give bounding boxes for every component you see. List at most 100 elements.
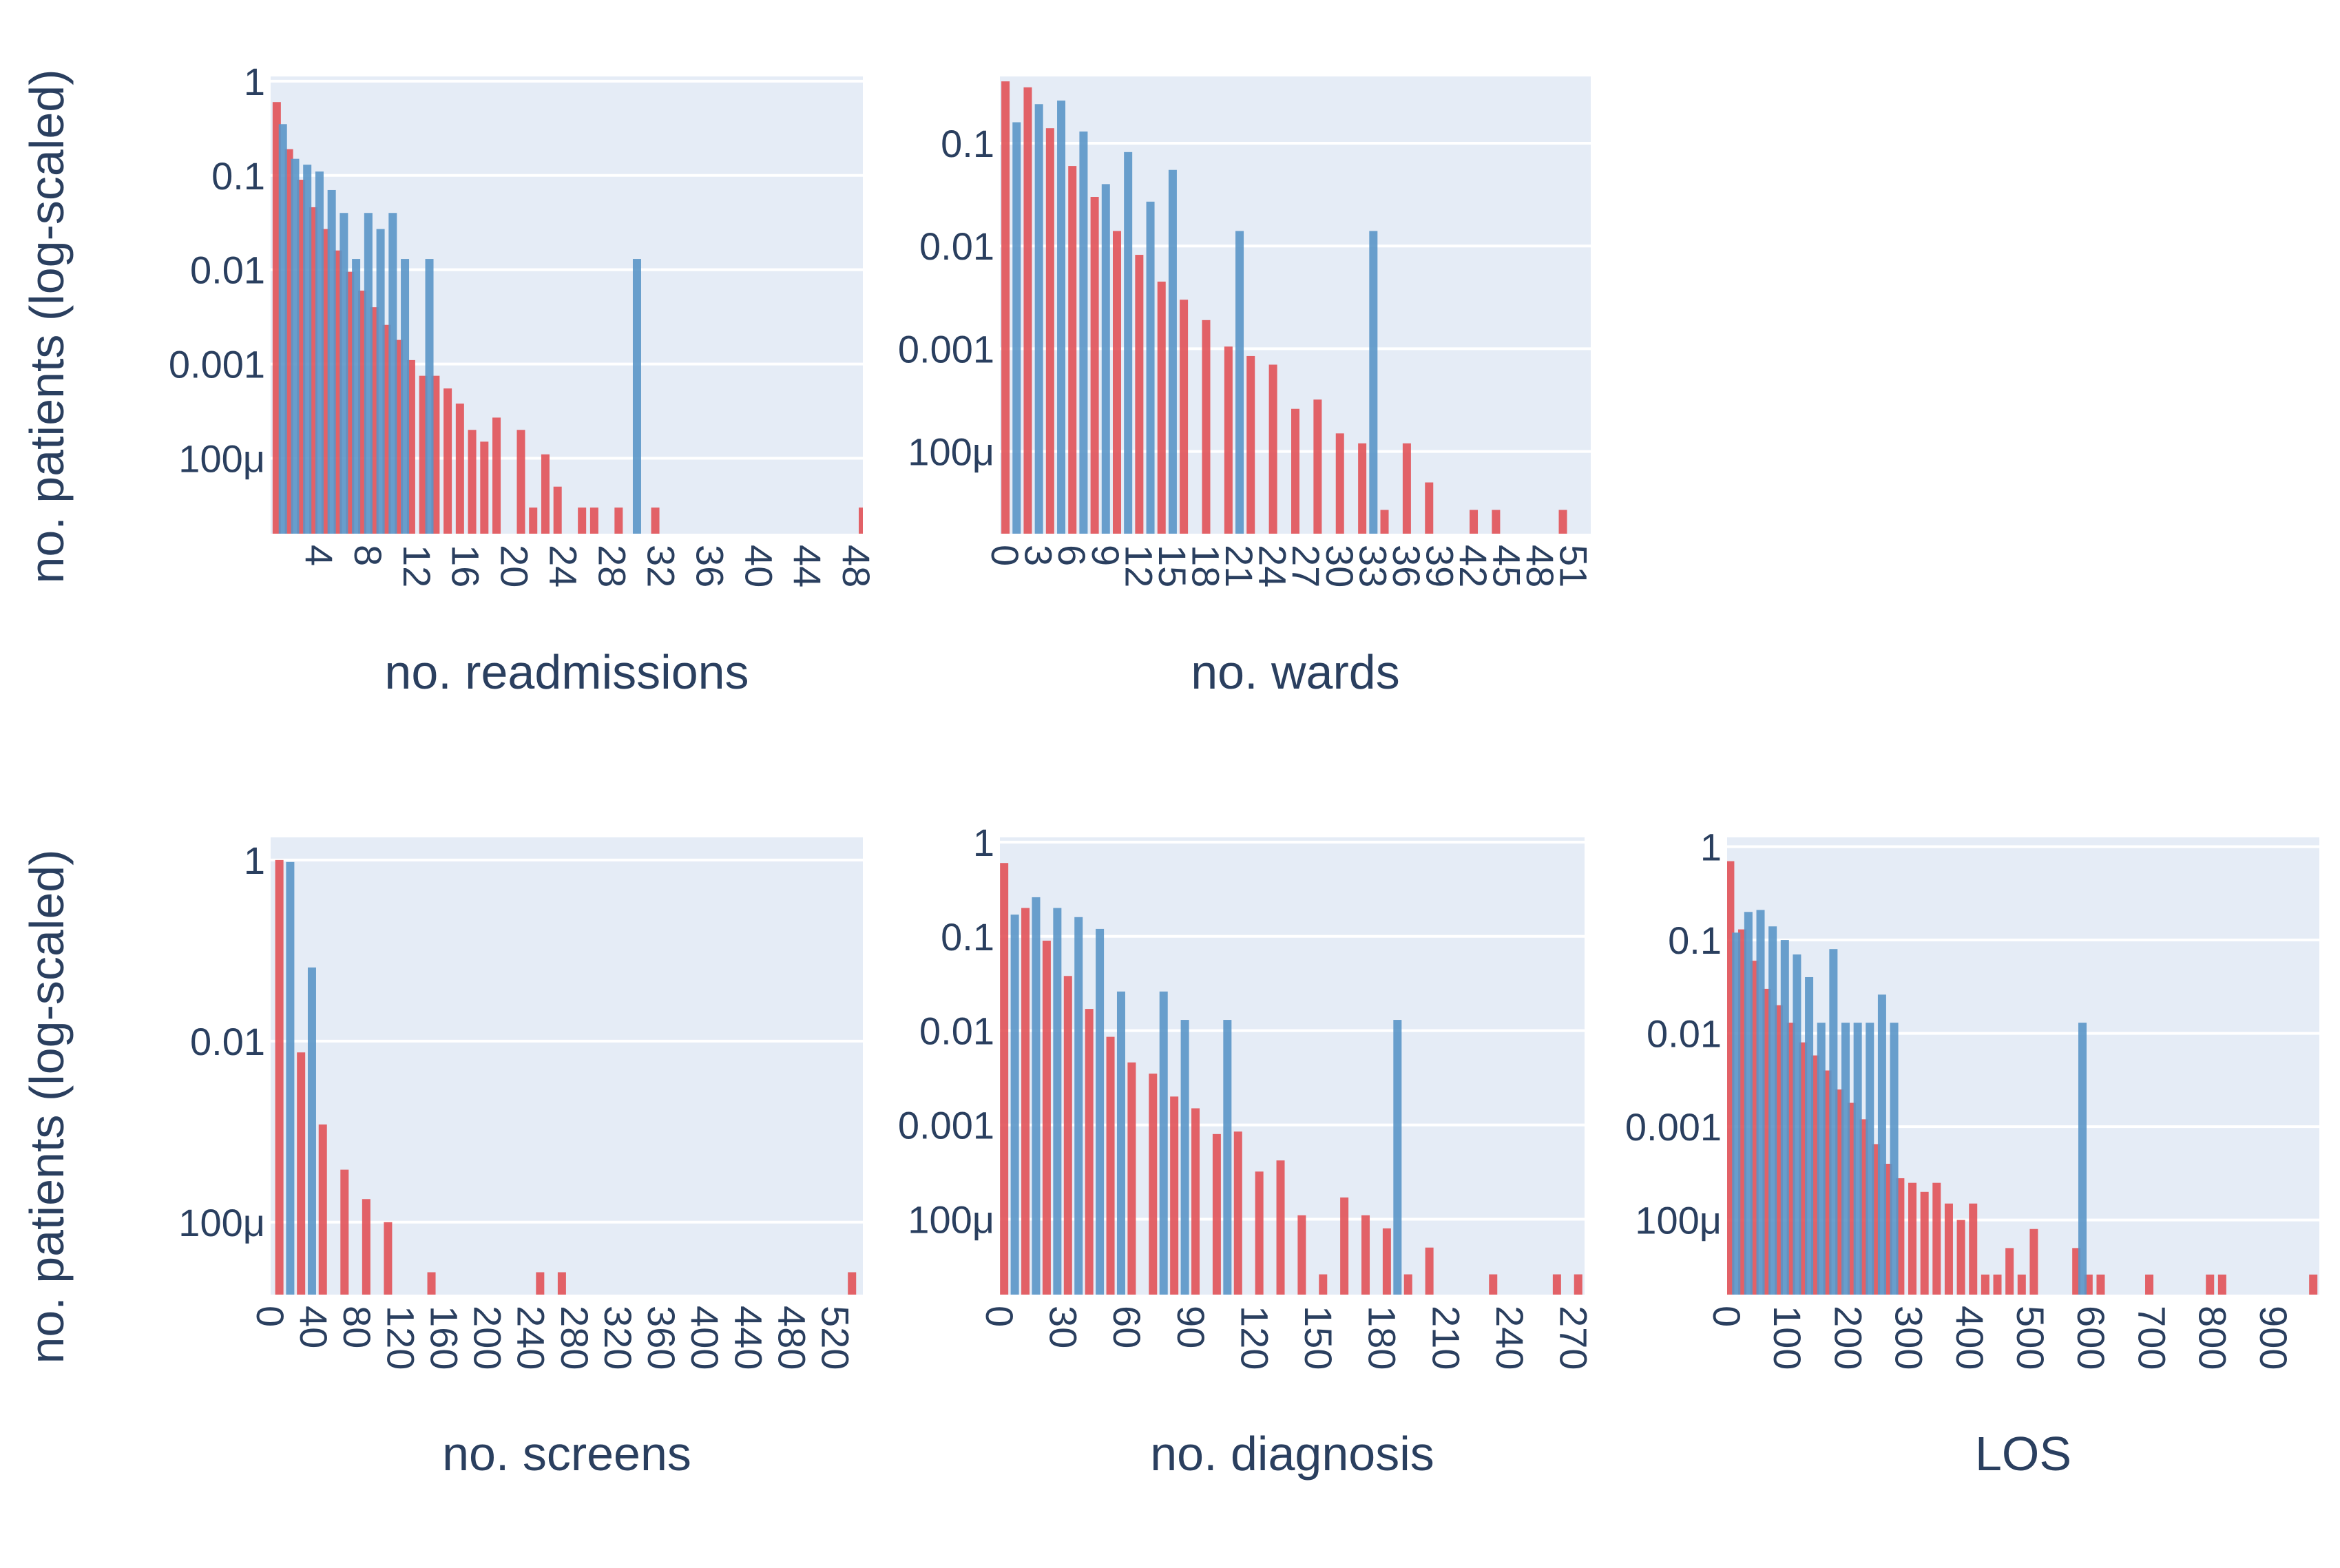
bar-blue (286, 861, 295, 1295)
bar-red (1157, 281, 1166, 534)
x-tick-label: 300 (1888, 1306, 1931, 1370)
x-tick-label: 39 (1418, 545, 1461, 587)
x-axis-title: no. diagnosis (1150, 1427, 1434, 1481)
bar-red (1112, 231, 1121, 534)
bar-red (1224, 346, 1233, 534)
x-tick-label: 48 (835, 545, 878, 587)
bar-red (1268, 364, 1277, 534)
x-tick-label: 120 (379, 1306, 422, 1370)
x-tick-label: 8 (346, 545, 390, 566)
bar-blue (1079, 131, 1088, 534)
bar-blue (291, 158, 300, 534)
x-tick-label: 15 (1151, 545, 1194, 587)
bar-red (1085, 1009, 1094, 1295)
bar-red (2206, 1274, 2215, 1295)
bar-red (578, 508, 587, 534)
x-tick-label: 21 (1218, 545, 1261, 587)
x-tick-label: 500 (2009, 1306, 2052, 1370)
bar-blue (1159, 991, 1168, 1295)
bar-red (1045, 128, 1054, 534)
bar-red (1361, 1215, 1370, 1295)
bar-red (557, 1272, 566, 1295)
bar-red (1358, 443, 1367, 534)
bar-red (1276, 1160, 1285, 1295)
bar-red (1908, 1182, 1917, 1295)
x-tick-label: 3 (1017, 545, 1061, 566)
bar-red (340, 1169, 349, 1295)
x-tick-label: 27 (1284, 545, 1328, 587)
bar-blue (1124, 151, 1133, 534)
bar-red (297, 1052, 306, 1295)
x-tick-label: 80 (335, 1306, 379, 1348)
x-tick-label: 51 (1552, 545, 1596, 587)
bar-red (1335, 433, 1344, 534)
bar-blue (1780, 940, 1789, 1295)
plot-area (271, 837, 863, 1295)
bar-red (1106, 1036, 1115, 1295)
bar-red (1380, 510, 1389, 534)
x-tick-label: 40 (737, 545, 780, 587)
bar-red (2005, 1248, 2014, 1295)
bar-red (1558, 510, 1567, 534)
subplot-no-wards: 0.10.010.001100μ036912151821242730333639… (898, 76, 1596, 699)
bar-blue (327, 189, 336, 534)
x-tick-label: 9 (1084, 545, 1127, 566)
x-tick-label: 28 (590, 545, 634, 587)
x-tick-label: 36 (1385, 545, 1428, 587)
x-tick-label: 36 (688, 545, 731, 587)
x-tick-label: 12 (395, 545, 439, 587)
subplot-no-screens: 1 0.01 100μ 0 40 80 120 160 200 240 280 320 360 400 44… (178, 837, 863, 1481)
bar-red (1001, 81, 1010, 534)
bar-red (346, 271, 355, 534)
bar-red (455, 404, 464, 534)
x-tick-label: 320 (596, 1306, 640, 1370)
bar-red (1492, 510, 1501, 534)
y-tick-label: 0.1 (941, 122, 994, 165)
bar-red (1425, 482, 1434, 534)
bar-red (1149, 1074, 1158, 1295)
bar-blue (1890, 1023, 1899, 1295)
bar-blue (1012, 122, 1021, 534)
x-tick-label: 24 (542, 545, 585, 587)
y-tick-label: 0.01 (190, 249, 265, 292)
x-tick-label: 44 (786, 545, 829, 587)
bar-red (1340, 1197, 1349, 1295)
x-tick-label: 30 (1318, 545, 1361, 587)
bars (275, 859, 857, 1295)
bar-red (427, 1272, 436, 1295)
bar-red (1313, 399, 1322, 534)
bar-blue (1032, 897, 1041, 1295)
bar-red (2029, 1229, 2038, 1295)
bar-blue (278, 124, 287, 534)
x-tick-label: 160 (422, 1306, 466, 1370)
bar-red (1920, 1191, 1929, 1295)
y-tick-label: 0.01 (919, 224, 994, 268)
x-tick-label: 18 (1184, 545, 1227, 587)
y-tick-label: 100μ (908, 430, 994, 474)
x-axis-title: no. screens (442, 1427, 691, 1481)
bar-blue (388, 213, 397, 534)
bar-blue (1393, 1020, 1402, 1295)
bar-blue (1180, 1020, 1189, 1295)
bar-blue (1853, 1023, 1862, 1295)
bars (1001, 81, 1567, 534)
y-tick-label: 0.001 (1625, 1105, 1722, 1149)
bar-red (1489, 1274, 1498, 1295)
bar-blue (315, 171, 324, 534)
x-tick-label: 100 (1766, 1306, 1809, 1370)
bar-red (859, 508, 863, 534)
x-tick-label: 90 (1169, 1306, 1213, 1348)
bar-blue (1829, 949, 1838, 1295)
bar-red (275, 859, 284, 1295)
x-tick-label: 0 (249, 1306, 292, 1327)
x-tick-label: 32 (639, 545, 682, 587)
x-tick-label: 120 (1233, 1306, 1276, 1370)
x-tick-label: 400 (1948, 1306, 1992, 1370)
bar-red (1042, 941, 1051, 1295)
bar-blue (1756, 910, 1765, 1295)
bar-blue (1053, 908, 1062, 1295)
x-tick-label: 800 (2191, 1306, 2235, 1370)
x-tick-label: 48 (1518, 545, 1562, 587)
bar-blue (1866, 1023, 1874, 1295)
